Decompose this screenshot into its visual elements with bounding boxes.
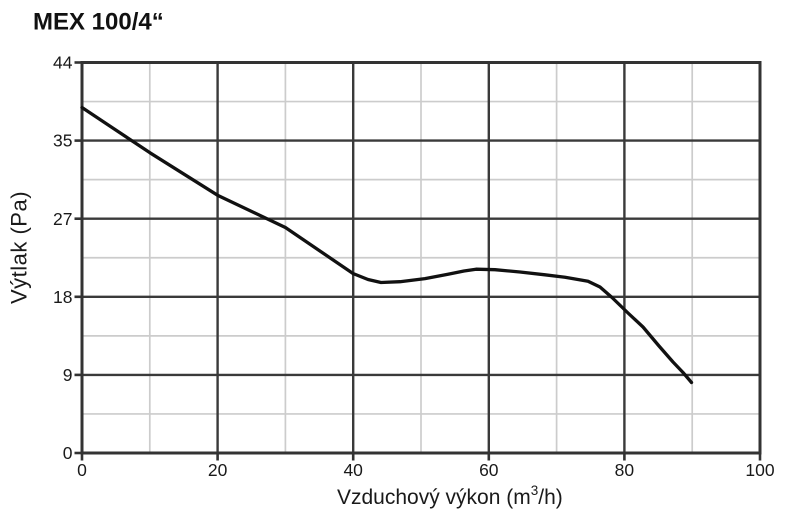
svg-text:27: 27 xyxy=(53,209,72,229)
svg-text:Výtlak (Pa): Výtlak (Pa) xyxy=(7,191,32,304)
svg-text:0: 0 xyxy=(63,443,73,463)
svg-text:0: 0 xyxy=(77,460,87,480)
svg-text:60: 60 xyxy=(479,460,499,480)
svg-text:MEX 100/4“: MEX 100/4“ xyxy=(33,9,164,36)
svg-text:40: 40 xyxy=(343,460,363,480)
svg-text:44: 44 xyxy=(53,53,73,73)
svg-text:35: 35 xyxy=(53,131,72,151)
svg-text:20: 20 xyxy=(208,460,228,480)
svg-text:Vzduchový výkon (m3/h): Vzduchový výkon (m3/h) xyxy=(337,483,563,509)
svg-text:18: 18 xyxy=(53,287,72,307)
svg-text:80: 80 xyxy=(615,460,635,480)
svg-text:9: 9 xyxy=(63,365,73,385)
svg-text:100: 100 xyxy=(745,460,774,480)
